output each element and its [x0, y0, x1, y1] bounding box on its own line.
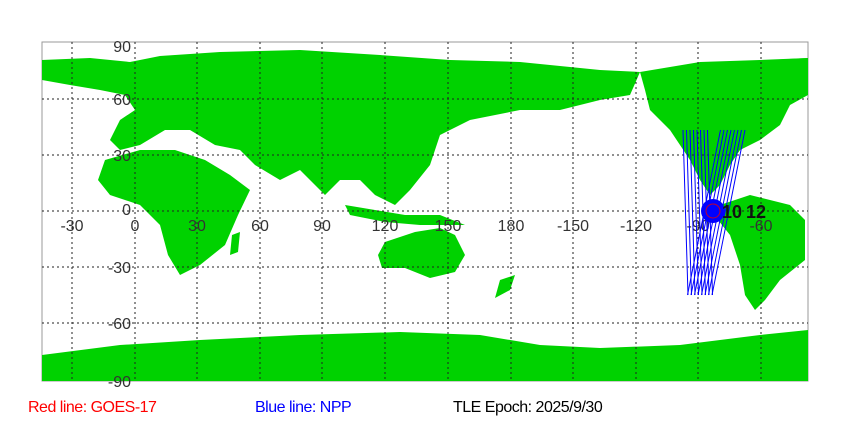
tle-epoch: TLE Epoch: 2025/9/30: [453, 399, 603, 416]
greenland: [770, 58, 808, 90]
npp-track-line: [686, 129, 692, 296]
pass-label: 10: [722, 202, 742, 222]
africa: [98, 150, 250, 275]
lon-label: -60: [749, 218, 772, 235]
lon-label: 30: [188, 218, 206, 235]
land-masses: [42, 50, 808, 381]
axis-labels: -30 0 30 60 90 120 150 180 -150 -120 -90 -60 90 60 30 0…: [60, 39, 772, 391]
npp-track-line: [711, 129, 746, 296]
australia: [378, 228, 465, 278]
lat-label: -30: [108, 260, 131, 277]
graticule: [42, 42, 808, 381]
npp-position-marker: [701, 199, 725, 223]
antarctica: [42, 330, 808, 381]
lon-label: 60: [251, 218, 269, 235]
lat-label: 0: [122, 202, 131, 219]
lat-label: -90: [108, 374, 131, 391]
legend-blue-line: Blue line: NPP: [255, 399, 352, 416]
indonesia: [345, 205, 465, 225]
npp-track-line: [682, 129, 689, 296]
goes17-marker: [705, 203, 721, 219]
lon-label: -150: [557, 218, 589, 235]
north-america: [640, 58, 808, 195]
madagascar: [230, 232, 240, 255]
npp-track-line: [689, 129, 696, 296]
lon-label: 0: [131, 218, 140, 235]
lon-label: 180: [498, 218, 525, 235]
lat-label: -60: [108, 316, 131, 333]
npp-track-line: [708, 129, 742, 296]
lon-label: -30: [60, 218, 83, 235]
lon-label: -120: [620, 218, 652, 235]
lat-label: 60: [113, 92, 131, 109]
lon-label: 90: [313, 218, 331, 235]
lat-label: 90: [113, 39, 131, 56]
legend-red-line: Red line: GOES-17: [28, 399, 157, 416]
npp-track-line: [693, 129, 699, 296]
npp-track-line: [696, 129, 703, 296]
lon-label: 120: [372, 218, 399, 235]
eurasia: [42, 50, 640, 205]
lon-label: 150: [435, 218, 462, 235]
lat-label: 30: [113, 148, 131, 165]
pass-label: 12: [746, 202, 766, 222]
new-zealand: [495, 275, 515, 298]
